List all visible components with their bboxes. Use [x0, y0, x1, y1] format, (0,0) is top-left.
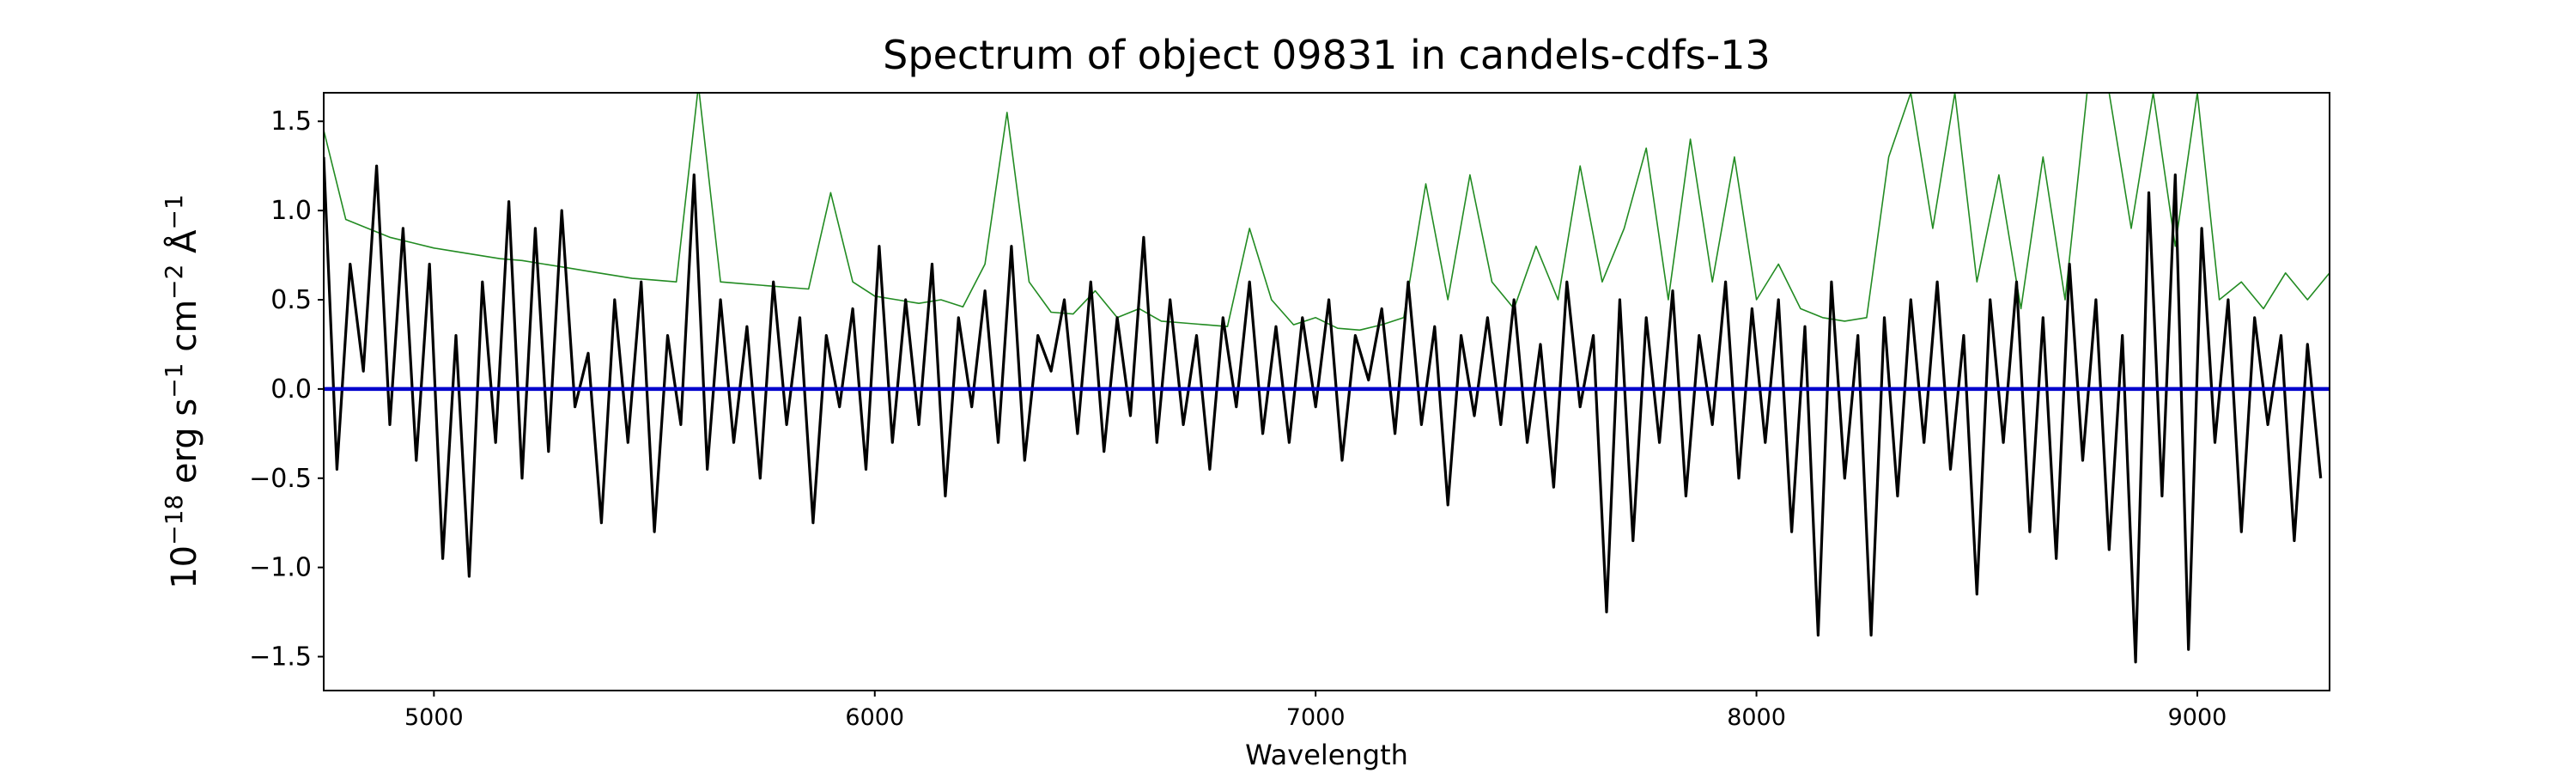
- x-axis: 5000 6000 7000 8000 9000: [404, 691, 2227, 731]
- y-tick-label: −1.0: [249, 553, 312, 583]
- y-axis-label: 10−18 erg s−1 cm−2 Å−1: [160, 194, 204, 589]
- y-tick-label: 0.0: [270, 374, 312, 405]
- y-tick-label: 0.5: [270, 285, 312, 315]
- y-axis: −1.5 −1.0 −0.5 0.0 0.5 1.0 1.5: [249, 107, 324, 673]
- x-tick-label: 8000: [1727, 704, 1786, 731]
- y-tick-label: −0.5: [249, 464, 312, 494]
- x-axis-label: Wavelength: [1245, 739, 1408, 771]
- x-tick-label: 6000: [845, 704, 904, 731]
- x-tick-label: 7000: [1286, 704, 1346, 731]
- x-tick-label: 5000: [404, 704, 464, 731]
- y-tick-label: 1.5: [270, 107, 312, 137]
- plot-area: [323, 92, 2330, 691]
- y-tick-label: 1.0: [270, 196, 312, 226]
- plot-frame: [323, 92, 2330, 691]
- chart-title: Spectrum of object 09831 in candels-cdfs…: [883, 32, 1771, 78]
- series-line-error: [324, 93, 2330, 332]
- x-tick-label: 9000: [2168, 704, 2227, 731]
- series-line-flux: [324, 156, 2323, 664]
- y-tick-label: −1.5: [249, 642, 312, 673]
